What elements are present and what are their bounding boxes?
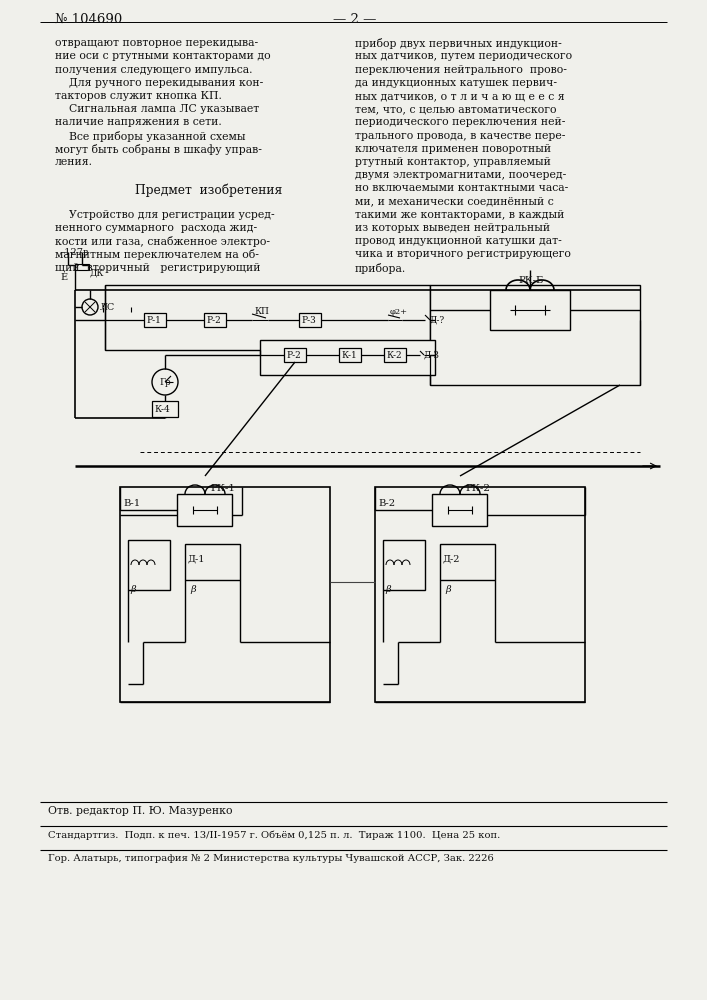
Text: наличие напряжения в сети.: наличие напряжения в сети. <box>55 117 222 127</box>
Text: Гор. Алатырь, типография № 2 Министерства культуры Чувашской АССР, Зак. 2226: Гор. Алатырь, типография № 2 Министерств… <box>48 854 493 863</box>
Bar <box>375 487 585 702</box>
Text: ненного суммарного  расхода жид-: ненного суммарного расхода жид- <box>55 223 257 233</box>
Text: могут быть собраны в шкафу управ-: могут быть собраны в шкафу управ- <box>55 144 262 155</box>
Bar <box>430 285 640 385</box>
Text: К-4: К-4 <box>154 405 170 414</box>
Text: Р-1: Р-1 <box>146 316 161 325</box>
Text: Д-2: Д-2 <box>443 555 460 564</box>
Bar <box>75 264 89 270</box>
Text: кости или газа, снабженное электро-: кости или газа, снабженное электро- <box>55 236 270 247</box>
Text: ДК: ДК <box>90 269 105 278</box>
Text: Предмет  изобретения: Предмет изобретения <box>135 183 282 197</box>
Bar <box>490 290 570 330</box>
Text: тем, что, с целью автоматического: тем, что, с целью автоматического <box>355 104 556 114</box>
Text: — 2 —: — 2 — <box>333 13 377 26</box>
Bar <box>185 544 240 580</box>
Bar <box>177 494 233 526</box>
Bar <box>440 544 495 580</box>
Text: Сигнальная лампа ЛС указывает: Сигнальная лампа ЛС указывает <box>55 104 259 114</box>
Circle shape <box>82 299 98 315</box>
Text: β: β <box>130 585 136 594</box>
Text: РК-2: РК-2 <box>465 484 490 493</box>
Text: Р-3: Р-3 <box>301 316 316 325</box>
Text: Д-1: Д-1 <box>188 555 206 564</box>
Text: получения следующего импульса.: получения следующего импульса. <box>55 65 252 75</box>
Bar <box>339 348 361 362</box>
Bar <box>152 401 178 417</box>
Text: Д-3: Д-3 <box>424 351 440 360</box>
Bar <box>128 540 170 590</box>
Bar <box>144 313 166 327</box>
Text: ние оси с ртутными контакторами до: ние оси с ртутными контакторами до <box>55 51 271 61</box>
Text: В-1: В-1 <box>123 499 140 508</box>
Text: ртутный контактор, управляемый: ртутный контактор, управляемый <box>355 157 551 167</box>
Text: отвращают повторное перекидыва-: отвращают повторное перекидыва- <box>55 38 258 48</box>
Text: Гр: Гр <box>159 378 171 387</box>
Text: Стандартгиз.  Подп. к печ. 13/II-1957 г. Объём 0,125 п. л.  Тираж 1100.  Цена 25: Стандартгиз. Подп. к печ. 13/II-1957 г. … <box>48 830 501 840</box>
Text: № 104690: № 104690 <box>55 13 122 26</box>
Text: двумя электромагнитами, поочеред-: двумя электромагнитами, поочеред- <box>355 170 566 180</box>
Text: периодического переключения ней-: периодического переключения ней- <box>355 117 566 127</box>
Text: ключателя применен поворотный: ключателя применен поворотный <box>355 144 551 154</box>
Text: φ2+: φ2+ <box>390 308 408 316</box>
Text: такторов служит кнопка КП.: такторов служит кнопка КП. <box>55 91 222 101</box>
Text: Все приборы указанной схемы: Все приборы указанной схемы <box>55 131 245 142</box>
Circle shape <box>152 369 178 395</box>
Text: магнитным переключателем на об-: магнитным переключателем на об- <box>55 249 259 260</box>
Text: Для ручного перекидывания кон-: Для ручного перекидывания кон- <box>55 78 263 88</box>
Text: ЛС: ЛС <box>100 303 115 312</box>
Text: В-2: В-2 <box>378 499 395 508</box>
Bar <box>299 313 321 327</box>
Bar <box>384 348 406 362</box>
Text: К-2: К-2 <box>386 351 402 360</box>
Text: да индукционных катушек первич-: да индукционных катушек первич- <box>355 78 557 88</box>
Text: ных датчиков, путем периодического: ных датчиков, путем периодического <box>355 51 572 61</box>
Text: из которых выведен нейтральный: из которых выведен нейтральный <box>355 223 550 233</box>
Bar <box>433 494 488 526</box>
Text: Д-?: Д-? <box>430 316 445 325</box>
Text: но включаемыми контактными часа-: но включаемыми контактными часа- <box>355 183 568 193</box>
Bar <box>383 540 425 590</box>
Text: -127в: -127в <box>62 248 89 257</box>
Text: β: β <box>445 585 450 594</box>
Bar <box>105 285 430 350</box>
Text: КП: КП <box>254 307 269 316</box>
Text: РК-1: РК-1 <box>210 484 235 493</box>
Bar <box>204 313 226 327</box>
Text: β: β <box>385 585 391 594</box>
Text: чика и вторичного регистрирующего: чика и вторичного регистрирующего <box>355 249 571 259</box>
Text: Отв. редактор П. Ю. Мазуренко: Отв. редактор П. Ю. Мазуренко <box>48 806 233 816</box>
Text: щий  вторичный   регистрирующий: щий вторичный регистрирующий <box>55 263 260 273</box>
Text: Е: Е <box>60 273 67 282</box>
Bar <box>260 340 435 375</box>
Text: Р-2: Р-2 <box>206 316 221 325</box>
Text: К-1: К-1 <box>341 351 357 360</box>
Text: ных датчиков, о т л и ч а ю щ е е с я: ных датчиков, о т л и ч а ю щ е е с я <box>355 91 565 101</box>
Text: такими же контакторами, в каждый: такими же контакторами, в каждый <box>355 210 564 220</box>
Text: РК-Б: РК-Б <box>518 276 544 285</box>
Bar <box>284 348 306 362</box>
Text: ми, и механически соединённый с: ми, и механически соединённый с <box>355 197 554 207</box>
Text: прибора.: прибора. <box>355 263 407 274</box>
Text: переключения нейтрального  прово-: переключения нейтрального прово- <box>355 65 567 75</box>
Text: прибор двух первичных индукцион-: прибор двух первичных индукцион- <box>355 38 562 49</box>
Bar <box>120 487 330 702</box>
Text: Р-2: Р-2 <box>286 351 300 360</box>
Text: трального провода, в качестве пере-: трального провода, в качестве пере- <box>355 131 566 141</box>
Text: β: β <box>190 585 196 594</box>
Text: Устройство для регистрации усред-: Устройство для регистрации усред- <box>55 210 274 220</box>
Text: ления.: ления. <box>55 157 93 167</box>
Text: провод индукционной катушки дат-: провод индукционной катушки дат- <box>355 236 562 246</box>
